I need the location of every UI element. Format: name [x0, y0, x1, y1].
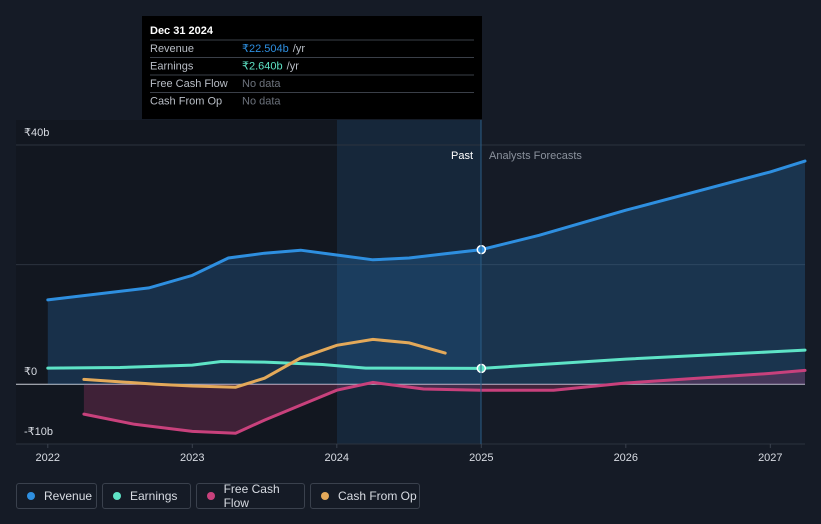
y-tick-label: ₹0 — [24, 366, 37, 378]
series-area — [83, 370, 805, 434]
tooltip-value: ₹22.504b — [242, 43, 289, 55]
y-tick-label: ₹40b — [24, 127, 49, 139]
series-line — [82, 368, 807, 435]
legend-item[interactable]: Earnings — [102, 483, 191, 509]
x-tick-label: 2024 — [325, 452, 349, 464]
x-tick-label: 2025 — [469, 452, 493, 464]
legend-label: Revenue — [44, 489, 93, 503]
past-label: Past — [451, 150, 473, 162]
tooltip-label: Revenue — [150, 43, 194, 55]
legend-label: Free Cash Flow — [223, 482, 280, 510]
series-area — [47, 161, 806, 385]
legend-item[interactable]: Free Cash Flow — [196, 482, 305, 510]
tooltip-value: No data — [242, 95, 281, 107]
tooltip-label: Free Cash Flow — [150, 78, 228, 90]
tooltip-label: Earnings — [150, 60, 194, 72]
series-line — [46, 159, 807, 302]
y-tick-label: -₹10b — [24, 426, 53, 438]
tooltip: Dec 31 2024 Revenue ₹22.504b/yr Earnings ₹2… — [142, 16, 482, 119]
series-line — [82, 337, 447, 389]
x-tick-label: 2022 — [36, 452, 60, 464]
x-tick-label: 2027 — [758, 452, 782, 464]
tooltip-unit: /yr — [287, 60, 300, 72]
tooltip-unit: /yr — [293, 43, 306, 55]
series-line — [46, 348, 807, 370]
tooltip-date: Dec 31 2024 — [150, 25, 214, 37]
legend-label: Earnings — [130, 489, 178, 503]
legend-swatch — [27, 492, 35, 500]
legend-swatch — [207, 492, 215, 500]
x-tick-label: 2023 — [180, 452, 204, 464]
tooltip-value: No data — [242, 78, 281, 90]
past-shade — [16, 120, 337, 444]
legend-swatch — [113, 492, 121, 500]
tooltip-label: Cash From Op — [150, 95, 222, 107]
legend-item[interactable]: Cash From Op — [310, 483, 420, 509]
legend-item[interactable]: Revenue — [16, 483, 97, 509]
legend-label: Cash From Op — [338, 489, 417, 503]
tooltip-value: ₹2.640b — [242, 60, 283, 72]
tooltip-box — [142, 16, 482, 119]
x-tick-label: 2026 — [614, 452, 638, 464]
chart: -₹10b ₹0 ₹40b 2022 2023 2024 2025 2026 2027 Past… — [16, 16, 807, 464]
forecast-label: Analysts Forecasts — [489, 150, 582, 162]
legend-swatch — [321, 492, 329, 500]
